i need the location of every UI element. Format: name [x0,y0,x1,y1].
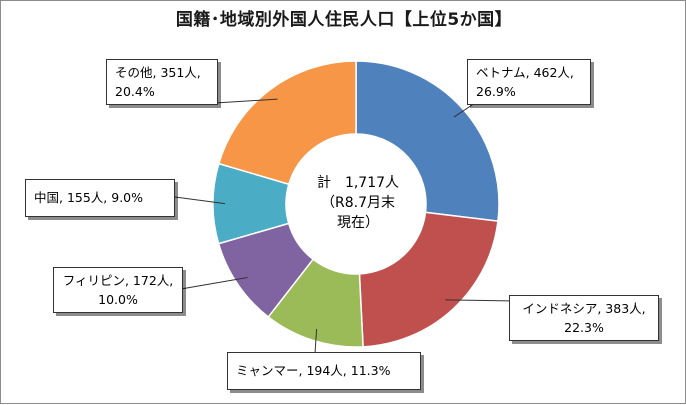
center-line-total: 計 1,717人 [316,175,400,191]
donut-hole [285,133,427,275]
data-label-vietnam-line1: ベトナム, 462人, [476,65,574,80]
data-label-china: 中国, 155人, 9.0% [25,179,175,217]
data-label-indonesia-line2: 22.3% [564,320,604,335]
data-label-indonesia-line1: インドネシア, 383人, [522,301,646,316]
chart-title: 国籍･地域別外国人住民人口【上位5か国】 [175,10,513,30]
leader-line-indonesia [445,299,516,302]
data-label-vietnam: ベトナム, 462人, 26.9% [467,59,591,105]
leader-line-myanmar [314,328,318,355]
data-label-other-line1: その他, 351人, [115,65,201,80]
center-line-date: （R8.7月末 [321,195,395,211]
center-line-current: 現在） [337,215,379,231]
data-label-philippines: フィリピン, 172人, 10.0% [53,267,183,313]
data-label-china-line1: 中国, 155人, 9.0% [34,190,144,205]
center-total-label: 計 1,717人 （R8.7月末 現在） [293,173,423,233]
data-label-indonesia: インドネシア, 383人, 22.3% [509,295,659,341]
leader-line-other [214,98,278,104]
leader-line-philippines [180,276,248,290]
leader-line-china [174,196,226,205]
leader-line-vietnam [453,102,476,118]
data-label-myanmar: ミャンマー, 194人, 11.3% [227,352,421,390]
data-label-philippines-line2: 10.0% [98,292,138,307]
data-label-myanmar-line1: ミャンマー, 194人, 11.3% [236,363,391,378]
data-label-other: その他, 351人, 20.4% [106,59,218,105]
data-label-vietnam-line2: 26.9% [476,84,516,99]
data-label-philippines-line1: フィリピン, 172人, [62,273,174,288]
data-label-other-line2: 20.4% [115,84,155,99]
